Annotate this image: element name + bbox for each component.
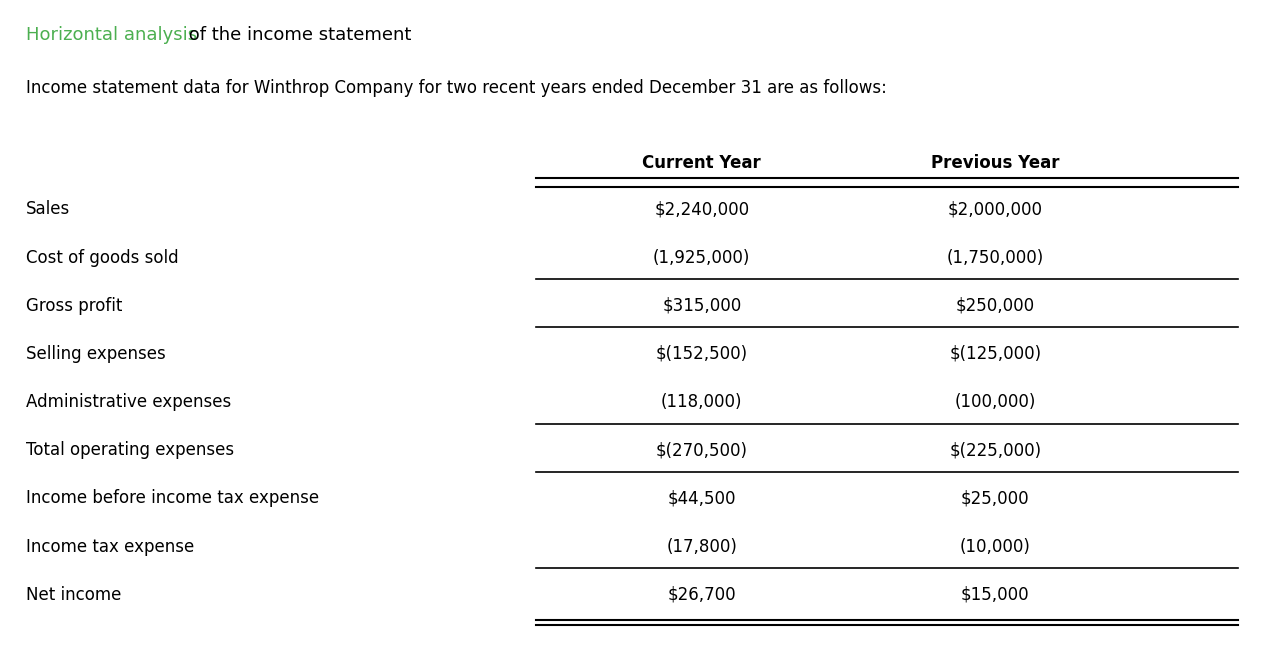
- Text: $(125,000): $(125,000): [949, 345, 1041, 363]
- Text: (100,000): (100,000): [954, 393, 1036, 411]
- Text: $(225,000): $(225,000): [949, 442, 1041, 459]
- Text: Gross profit: Gross profit: [26, 297, 122, 315]
- Text: $(152,500): $(152,500): [656, 345, 748, 363]
- Text: $315,000: $315,000: [662, 297, 741, 315]
- Text: Horizontal analysis: Horizontal analysis: [26, 26, 197, 44]
- Text: $25,000: $25,000: [961, 490, 1030, 508]
- Text: Income before income tax expense: Income before income tax expense: [26, 490, 319, 508]
- Text: Net income: Net income: [26, 586, 121, 604]
- Text: (1,750,000): (1,750,000): [947, 249, 1044, 267]
- Text: Income tax expense: Income tax expense: [26, 538, 194, 556]
- Text: Total operating expenses: Total operating expenses: [26, 442, 234, 459]
- Text: Selling expenses: Selling expenses: [26, 345, 166, 363]
- Text: Income statement data for Winthrop Company for two recent years ended December 3: Income statement data for Winthrop Compa…: [26, 79, 887, 97]
- Text: of the income statement: of the income statement: [184, 26, 411, 44]
- Text: $26,700: $26,700: [667, 586, 736, 604]
- Text: (17,800): (17,800): [666, 538, 738, 556]
- Text: Sales: Sales: [26, 201, 70, 218]
- Text: $44,500: $44,500: [667, 490, 736, 508]
- Text: Cost of goods sold: Cost of goods sold: [26, 249, 179, 267]
- Text: (1,925,000): (1,925,000): [653, 249, 750, 267]
- Text: (118,000): (118,000): [661, 393, 743, 411]
- Text: Current Year: Current Year: [642, 154, 762, 172]
- Text: Previous Year: Previous Year: [931, 154, 1059, 172]
- Text: Administrative expenses: Administrative expenses: [26, 393, 231, 411]
- Text: $2,240,000: $2,240,000: [655, 201, 749, 218]
- Text: (10,000): (10,000): [960, 538, 1031, 556]
- Text: $250,000: $250,000: [956, 297, 1035, 315]
- Text: $15,000: $15,000: [961, 586, 1030, 604]
- Text: $(270,500): $(270,500): [656, 442, 748, 459]
- Text: $2,000,000: $2,000,000: [948, 201, 1042, 218]
